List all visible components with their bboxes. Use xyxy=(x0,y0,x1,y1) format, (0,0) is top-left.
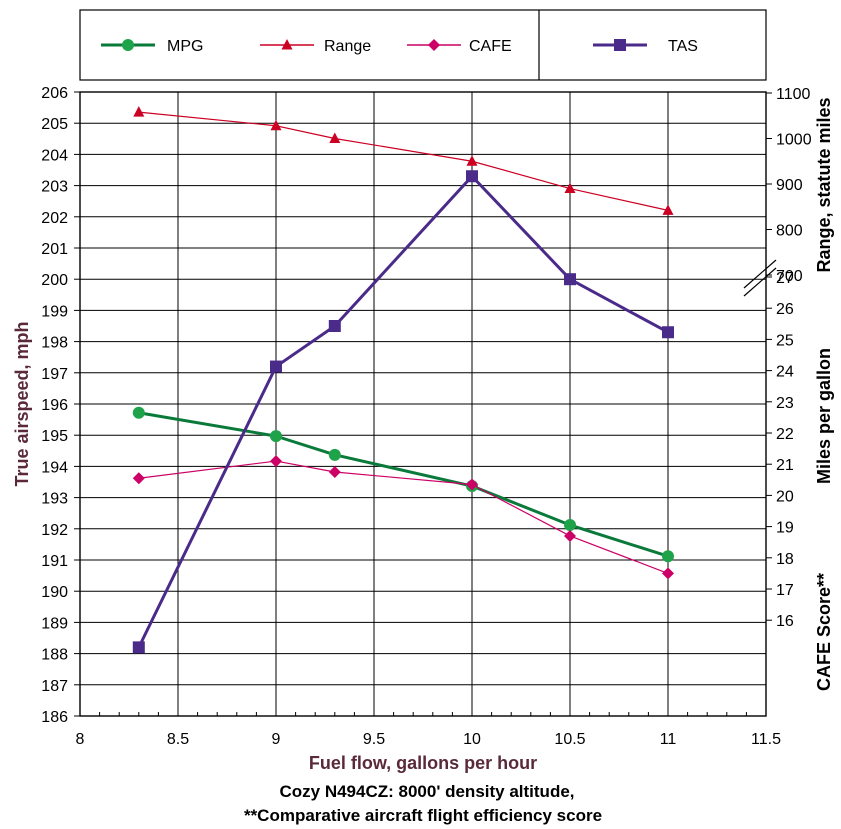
y-axis-title: True airspeed, mph xyxy=(12,321,32,486)
range-tick-label: 1100 xyxy=(776,86,811,103)
range-tick-label: 900 xyxy=(776,177,803,194)
mpg-tick-label: 17 xyxy=(776,582,794,599)
y-left-tick-label: 187 xyxy=(41,678,68,695)
point-mpg xyxy=(270,430,282,442)
y-left-tick-label: 189 xyxy=(41,615,68,632)
point-tas xyxy=(133,641,145,653)
axis-break-mark xyxy=(744,268,776,296)
axis-break-mark xyxy=(744,260,776,288)
y-left-tick-label: 202 xyxy=(41,210,68,227)
point-mpg xyxy=(564,519,576,531)
point-tas xyxy=(466,170,478,182)
legend-marker-tas xyxy=(614,39,626,51)
plot-series xyxy=(133,106,674,653)
y-left-tick-label: 195 xyxy=(41,428,68,445)
x-tick-label: 10 xyxy=(463,731,481,748)
y-left-tick-label: 205 xyxy=(41,116,68,133)
y-left-tick-label: 193 xyxy=(41,491,68,508)
legend-marker-mpg xyxy=(122,39,134,51)
point-cafe xyxy=(270,455,282,467)
y-left-tick-label: 198 xyxy=(41,335,68,352)
mpg-tick-label: 18 xyxy=(776,551,794,568)
y-left-tick-label: 204 xyxy=(41,147,68,164)
legend-label-mpg: MPG xyxy=(167,38,203,55)
x-axis-title: Fuel flow, gallons per hour xyxy=(309,753,537,773)
mpg-tick-label: 20 xyxy=(776,488,794,505)
y-left-tick-label: 201 xyxy=(41,241,68,258)
range-tick-label: 800 xyxy=(776,223,803,240)
x-tick-label: 8 xyxy=(76,731,85,748)
point-range xyxy=(133,106,144,117)
series-line-range xyxy=(139,112,668,210)
series-line-cafe xyxy=(139,461,668,573)
point-cafe xyxy=(329,466,341,478)
range-axis-title: Range, statute miles xyxy=(814,97,834,272)
point-cafe xyxy=(662,567,674,579)
mpg-tick-label: 16 xyxy=(776,613,794,630)
mpg-tick-label: 25 xyxy=(776,332,794,349)
x-tick-label: 11 xyxy=(660,731,677,748)
point-cafe xyxy=(133,472,145,484)
legend-label-tas: TAS xyxy=(668,38,698,55)
x-tick-label: 10.5 xyxy=(554,731,585,748)
point-mpg xyxy=(329,449,341,461)
y-left-tick-label: 206 xyxy=(41,85,68,102)
caption-line-1: Cozy N494CZ: 8000' density altitude, xyxy=(279,782,574,801)
mpg-axis-title: Miles per gallon xyxy=(814,348,834,484)
point-tas xyxy=(270,361,282,373)
mpg-tick-label: 22 xyxy=(776,426,794,443)
y-left-tick-label: 203 xyxy=(41,179,68,196)
grid xyxy=(80,92,766,716)
point-cafe xyxy=(564,530,576,542)
mpg-tick-label: 21 xyxy=(776,457,794,474)
x-tick-label: 11.5 xyxy=(751,731,781,748)
mpg-tick-label: 23 xyxy=(776,395,794,412)
y-left-tick-label: 200 xyxy=(41,272,68,289)
legend-label-cafe: CAFE xyxy=(469,38,512,55)
x-tick-label: 9.5 xyxy=(363,731,385,748)
mpg-tick-label: 24 xyxy=(776,364,794,381)
y-left-tick-label: 194 xyxy=(41,459,68,476)
y-left-tick-label: 186 xyxy=(41,709,68,726)
point-mpg xyxy=(662,550,674,562)
mpg-tick-label: 26 xyxy=(776,301,794,318)
point-tas xyxy=(329,320,341,332)
y-left-tick-label: 191 xyxy=(41,553,68,570)
point-tas xyxy=(662,326,674,338)
mpg-tick-label: 19 xyxy=(776,520,794,537)
range-tick-label: 1000 xyxy=(776,132,812,149)
legend: MPG Range CAFE TAS xyxy=(80,10,766,80)
y-left-tick-label: 196 xyxy=(41,397,68,414)
mpg-tick-label: 27 xyxy=(776,270,794,287)
y-left-tick-label: 188 xyxy=(41,647,68,664)
x-tick-label: 8.5 xyxy=(167,731,189,748)
cafe-axis-title: CAFE Score** xyxy=(814,573,834,691)
legend-label-range: Range xyxy=(324,38,371,55)
y-left-tick-label: 199 xyxy=(41,303,68,320)
y-left-tick-label: 190 xyxy=(41,584,68,601)
y-left-tick-label: 197 xyxy=(41,366,68,383)
point-mpg xyxy=(133,407,145,419)
y-left-tick-label: 192 xyxy=(41,522,68,539)
point-tas xyxy=(564,273,576,285)
series-line-tas xyxy=(139,176,668,647)
x-tick-label: 9 xyxy=(272,731,281,748)
caption-line-2: **Comparative aircraft flight efficiency… xyxy=(244,806,602,825)
